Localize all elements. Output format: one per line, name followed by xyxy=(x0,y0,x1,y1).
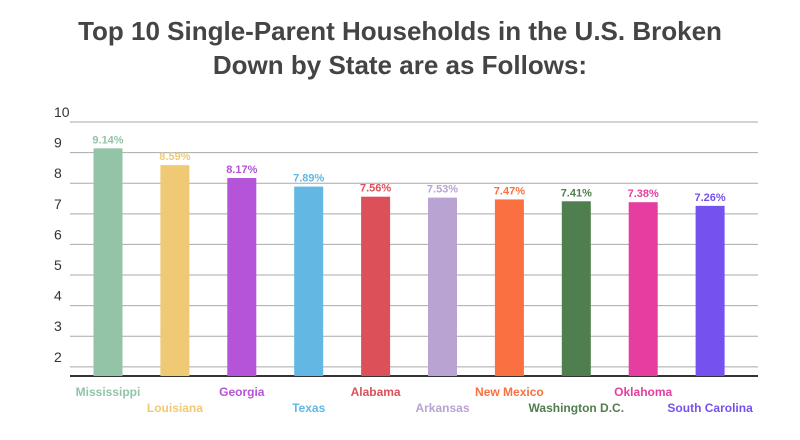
data-label: 8.17% xyxy=(226,164,257,176)
x-tick-label: New Mexico xyxy=(475,385,544,399)
data-label: 7.53% xyxy=(427,184,458,196)
bar xyxy=(428,197,457,376)
bar xyxy=(93,148,123,376)
data-label: 7.56% xyxy=(360,183,391,195)
x-tick-label: Arkansas xyxy=(415,401,469,415)
data-label: 9.14% xyxy=(92,134,123,146)
x-tick-label: Washington D.C. xyxy=(529,401,625,415)
x-tick-label: South Carolina xyxy=(667,401,753,415)
data-label: 7.38% xyxy=(628,188,659,200)
data-label: 7.26% xyxy=(694,192,725,204)
chart-title-line-2: Down by State are as Follows: xyxy=(212,50,588,80)
bar xyxy=(361,196,391,376)
bar xyxy=(628,202,658,376)
x-tick-label: Oklahoma xyxy=(614,385,672,399)
data-label: 8.59% xyxy=(159,151,190,163)
x-tick-label: Alabama xyxy=(351,385,401,399)
y-tick-label: 8 xyxy=(54,165,62,181)
data-label: 7.89% xyxy=(293,173,324,185)
y-tick-label: 2 xyxy=(54,349,62,365)
y-tick-label: 4 xyxy=(54,288,62,304)
x-tick-label: Texas xyxy=(292,401,325,415)
data-label: 7.41% xyxy=(561,187,592,199)
y-tick-label: 10 xyxy=(54,104,70,120)
y-tick-label: 7 xyxy=(54,196,62,212)
bar xyxy=(160,165,190,376)
bar xyxy=(561,201,591,376)
bar xyxy=(695,205,725,376)
x-tick-label: Georgia xyxy=(219,385,265,399)
y-tick-label: 3 xyxy=(54,318,62,334)
bar xyxy=(227,178,257,376)
data-label: 7.47% xyxy=(494,185,525,197)
y-tick-label: 6 xyxy=(54,226,62,242)
bar xyxy=(494,199,524,376)
y-tick-label: 9 xyxy=(54,135,62,151)
chart-title-line-1: Top 10 Single-Parent Households in the U… xyxy=(78,16,722,46)
x-tick-label: Mississippi xyxy=(76,385,141,399)
y-tick-label: 5 xyxy=(54,257,62,273)
chart-title: Top 10 Single-Parent Households in the U… xyxy=(0,14,800,82)
x-tick-label: Louisiana xyxy=(147,401,203,415)
bar xyxy=(294,186,324,376)
